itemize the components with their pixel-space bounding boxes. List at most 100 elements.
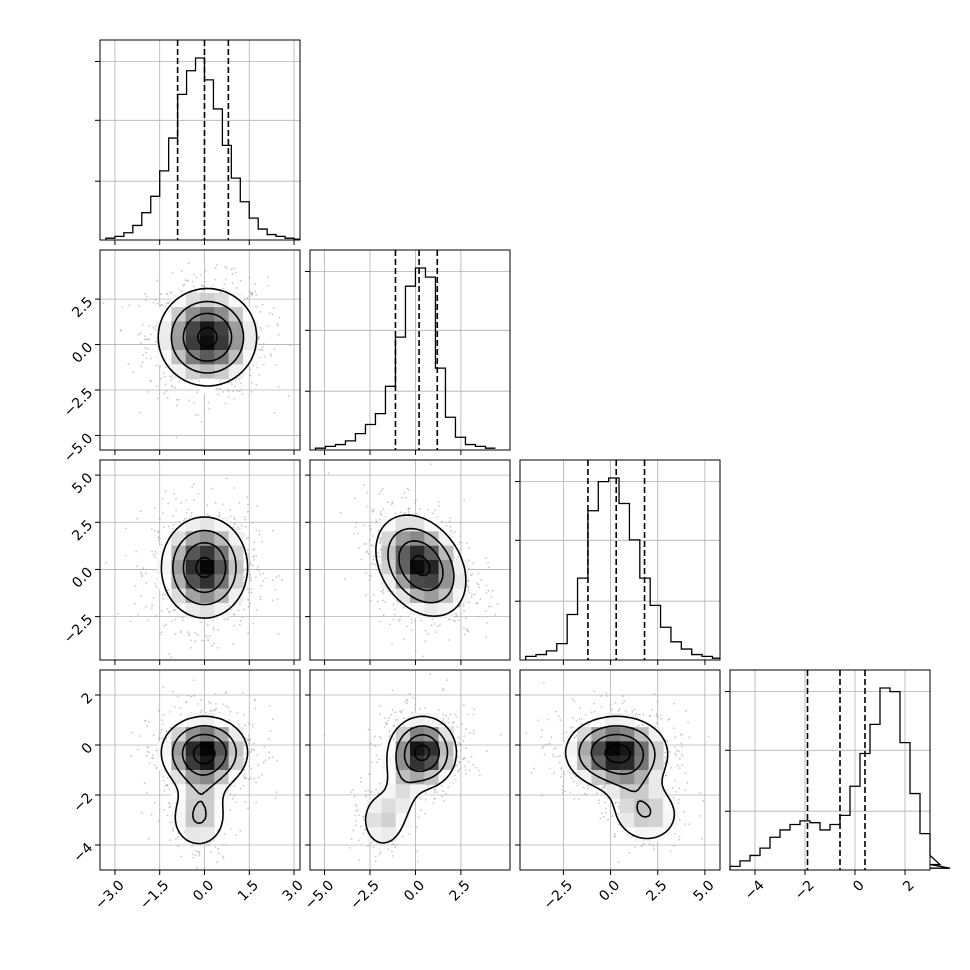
scatter-point xyxy=(216,387,218,390)
scatter-point xyxy=(384,717,386,719)
scatter-point xyxy=(391,843,394,845)
contour-level-0 xyxy=(157,287,258,387)
scatter-point xyxy=(154,550,157,553)
scatter-point xyxy=(407,510,410,513)
scatter-point xyxy=(445,524,448,527)
scatter-point xyxy=(368,525,371,527)
scatter-point xyxy=(253,699,256,702)
scatter-point xyxy=(374,860,377,863)
scatter-point xyxy=(470,596,473,598)
scatter-point xyxy=(139,568,141,571)
density-cell xyxy=(171,364,187,380)
scatter-point xyxy=(155,364,158,367)
scatter-point xyxy=(463,633,466,636)
scatter-point xyxy=(199,274,202,276)
scatter-point xyxy=(188,633,191,635)
scatter-point xyxy=(221,844,224,846)
scatter-point xyxy=(215,703,217,705)
scatter-point xyxy=(439,624,441,627)
scatter-point xyxy=(146,750,149,753)
scatter-point xyxy=(427,508,429,511)
scatter-point xyxy=(190,639,193,642)
scatter-point xyxy=(192,402,195,404)
density-cell xyxy=(214,531,230,547)
scatter-point xyxy=(408,833,410,835)
scatter-point xyxy=(229,828,232,830)
scatter-point xyxy=(255,555,258,557)
histogram-panel-3 xyxy=(725,669,951,875)
scatter-point xyxy=(247,735,250,737)
scatter-point xyxy=(225,267,228,270)
scatter-point xyxy=(429,673,432,675)
scatter-point xyxy=(172,608,175,611)
scatter-point xyxy=(157,397,159,400)
scatter-point xyxy=(391,502,394,504)
scatter-point xyxy=(207,639,210,642)
scatter-point xyxy=(396,718,399,721)
scatter-point xyxy=(248,290,251,293)
scatter-point xyxy=(353,497,356,500)
scatter-point xyxy=(358,814,360,816)
density-cell xyxy=(424,755,440,771)
scatter-point xyxy=(213,642,216,645)
scatter-point xyxy=(256,568,258,571)
scatter-point xyxy=(490,605,492,608)
scatter-point xyxy=(339,511,342,514)
scatter-point xyxy=(186,694,189,697)
scatter-point xyxy=(141,361,144,364)
scatter-point xyxy=(248,722,250,725)
scatter-point xyxy=(466,713,469,716)
density-cell xyxy=(410,784,425,800)
scatter-point xyxy=(387,501,389,503)
scatter-point xyxy=(147,746,150,749)
scatter-point xyxy=(455,716,458,718)
scatter-point xyxy=(353,795,356,798)
scatter-point xyxy=(194,631,197,634)
scatter-point xyxy=(462,704,465,706)
scatter-point xyxy=(248,276,251,279)
density-cell xyxy=(200,602,215,618)
scatter-point xyxy=(219,387,222,390)
scatter-point xyxy=(457,736,460,738)
scatter-point xyxy=(414,649,417,652)
scatter-point xyxy=(160,303,163,306)
scatter-point xyxy=(355,819,357,822)
density-cell xyxy=(214,292,230,308)
scatter-point xyxy=(457,770,459,773)
scatter-point xyxy=(353,532,355,535)
scatter-point xyxy=(154,801,156,804)
scatter-point xyxy=(225,843,228,846)
scatter-point xyxy=(155,767,158,770)
density-cell xyxy=(424,531,440,547)
scatter-point xyxy=(363,483,366,486)
scatter-point xyxy=(433,623,436,625)
scatter-point xyxy=(166,784,169,786)
scatter-point xyxy=(365,543,368,545)
density-cell xyxy=(185,784,201,800)
density-cell xyxy=(395,784,411,800)
scatter-point xyxy=(488,566,490,569)
scatter-point xyxy=(323,734,326,737)
scatter-point xyxy=(152,754,155,757)
scatter-point xyxy=(224,265,227,268)
density-cell xyxy=(200,517,215,532)
density-cell xyxy=(200,307,215,322)
scatter-point xyxy=(105,561,108,564)
scatter-point xyxy=(216,861,219,864)
scatter-point xyxy=(371,761,373,764)
scatter-point xyxy=(174,386,177,389)
scatter-point xyxy=(415,499,417,502)
scatter-point xyxy=(204,269,207,272)
scatter-point xyxy=(463,499,466,502)
scatter-point xyxy=(159,633,162,636)
scatter-point xyxy=(186,280,189,282)
scatter-point xyxy=(363,815,366,818)
scatter-point xyxy=(234,271,237,274)
scatter-point xyxy=(471,573,474,575)
contour-level-1 xyxy=(387,527,455,604)
scatter-point xyxy=(379,512,382,515)
scatter-point xyxy=(195,850,197,852)
scatter-point xyxy=(382,508,385,511)
scatter-point xyxy=(367,728,370,731)
scatter-point xyxy=(425,798,427,801)
